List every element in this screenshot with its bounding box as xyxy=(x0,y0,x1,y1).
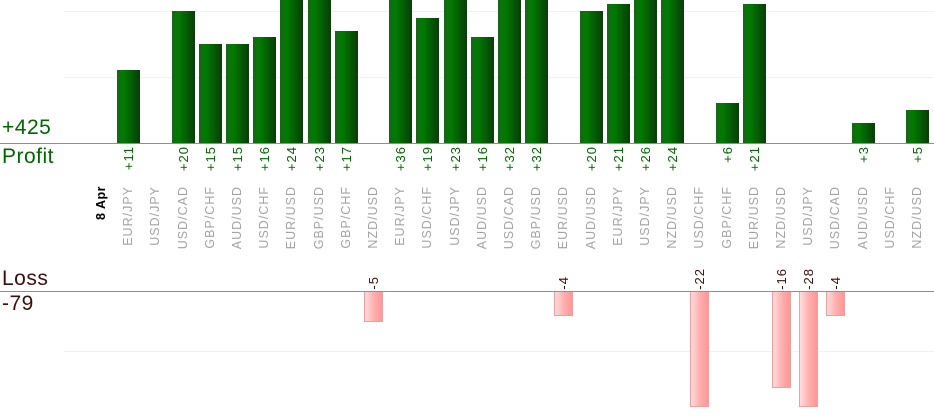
pair-label: NZD/USD xyxy=(665,186,680,249)
profit-value-label: +11 xyxy=(121,146,137,171)
profit-value-label: +26 xyxy=(637,146,653,172)
pair-label: AUD/USD xyxy=(583,186,598,250)
loss-bar xyxy=(363,292,383,322)
pair-label: USD/JPY xyxy=(447,186,462,246)
pair-label: EUR/USD xyxy=(746,186,761,250)
pair-label: USD/JPY xyxy=(637,186,652,246)
loss-value-label: -4 xyxy=(556,276,572,290)
pair-label: GBP/CHF xyxy=(719,186,734,249)
profit-total-label: +425 xyxy=(2,116,52,139)
profit-bar xyxy=(307,0,331,143)
pair-label: EUR/USD xyxy=(556,186,571,250)
profit-value-label: +23 xyxy=(311,146,327,172)
pair-label: EUR/JPY xyxy=(121,186,136,246)
profit-value-label: +21 xyxy=(746,146,762,172)
pair-label: NZD/USD xyxy=(773,186,788,249)
loss-bar xyxy=(690,292,710,407)
pair-label: EUR/JPY xyxy=(393,186,408,246)
pair-label: USD/CHF xyxy=(257,186,272,249)
profit-bar xyxy=(715,103,739,143)
profit-value-label: +21 xyxy=(610,146,626,172)
profit-bar xyxy=(633,0,657,143)
pair-label: USD/JPY xyxy=(801,186,816,246)
loss-axis-line xyxy=(0,291,934,292)
pair-label: NZD/USD xyxy=(909,186,924,249)
profit-value-label: +20 xyxy=(175,146,191,172)
profit-bar xyxy=(606,4,630,143)
profit-value-label: +16 xyxy=(474,146,490,172)
profit-value-label: +15 xyxy=(202,146,218,172)
profit-bar xyxy=(470,37,494,143)
loss-value-label: -28 xyxy=(801,268,817,290)
loss-value-label: -4 xyxy=(828,276,844,290)
loss-value-label: -5 xyxy=(365,276,381,290)
profit-bar xyxy=(525,0,549,143)
loss-bar xyxy=(826,292,846,316)
profit-bar xyxy=(443,0,467,143)
profit-bar xyxy=(389,0,413,143)
pair-label: GBP/CHF xyxy=(338,186,353,249)
pair-label: USD/CAD xyxy=(501,186,516,250)
profit-value-label: +19 xyxy=(420,146,436,172)
profit-value-label: +17 xyxy=(338,146,354,172)
profit-bar xyxy=(579,11,603,143)
pair-label: AUD/USD xyxy=(474,186,489,250)
profit-bar xyxy=(198,44,222,143)
profit-value-label: +3 xyxy=(855,146,871,163)
loss-total-label: -79 xyxy=(2,292,34,315)
profit-value-label: +20 xyxy=(583,146,599,172)
profit-bar xyxy=(117,70,141,143)
loss-value-label: -22 xyxy=(692,268,708,290)
pair-label: USD/CHF xyxy=(420,186,435,249)
loss-bar xyxy=(771,292,791,388)
pair-label: USD/CAD xyxy=(175,186,190,250)
loss-value-label: -16 xyxy=(773,268,789,290)
loss-bar xyxy=(799,292,819,407)
profit-value-label: +6 xyxy=(719,146,735,163)
pair-label: NZD/USD xyxy=(365,186,380,249)
profit-bar xyxy=(851,123,875,143)
pair-label: AUD/USD xyxy=(229,186,244,250)
pair-label: USD/CAD xyxy=(828,186,843,250)
profit-bar xyxy=(742,4,766,143)
profit-bar xyxy=(497,0,521,143)
profit-bar xyxy=(171,11,195,143)
profit-axis-label: Profit xyxy=(2,145,55,168)
pair-label: USD/JPY xyxy=(148,186,163,246)
pair-label: EUR/JPY xyxy=(610,186,625,246)
profit-value-label: +36 xyxy=(393,146,409,172)
profit-value-label: +16 xyxy=(257,146,273,172)
pair-label: GBP/CHF xyxy=(202,186,217,249)
profit-value-label: +32 xyxy=(529,146,545,172)
profit-value-label: +5 xyxy=(909,146,925,163)
profit-bar xyxy=(280,0,304,143)
profit-bar xyxy=(225,44,249,143)
pair-label: GBP/USD xyxy=(311,186,326,250)
gridline-loss-10 xyxy=(64,351,934,352)
pair-label: USD/CHF xyxy=(692,186,707,249)
pair-label: GBP/USD xyxy=(529,186,544,250)
pair-label: AUD/USD xyxy=(855,186,870,250)
profit-value-label: +24 xyxy=(665,146,681,172)
profit-value-label: +15 xyxy=(229,146,245,172)
profit-bar xyxy=(334,31,358,143)
loss-axis-label: Loss xyxy=(2,267,49,290)
pair-label: EUR/USD xyxy=(284,186,299,250)
profit-value-label: +32 xyxy=(501,146,517,172)
profit-bar xyxy=(253,37,277,143)
loss-bar xyxy=(554,292,574,316)
profit-value-label: +23 xyxy=(447,146,463,172)
profit-bar xyxy=(905,110,929,143)
profit-bar xyxy=(416,18,440,143)
profit-value-label: +24 xyxy=(284,146,300,172)
profit-axis-line xyxy=(0,143,934,144)
date-label: 8 Apr xyxy=(93,186,108,220)
pair-label: USD/CHF xyxy=(882,186,897,249)
profit-bar xyxy=(661,0,685,143)
